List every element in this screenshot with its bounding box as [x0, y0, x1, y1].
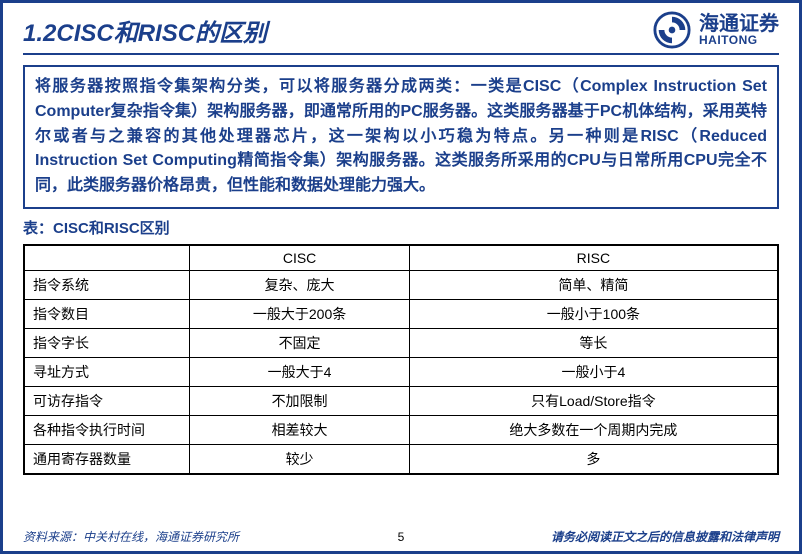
table-header-row: CISC RISC [24, 245, 778, 271]
table-cell: 多 [409, 445, 778, 475]
brand-text: 海通证券 HAITONG [699, 14, 779, 46]
table-row: 各种指令执行时间 相差较大 绝大多数在一个周期内完成 [24, 416, 778, 445]
brand-name-cn: 海通证券 [699, 14, 779, 34]
table-cell: 一般大于4 [190, 358, 409, 387]
table-header-cell [24, 245, 190, 271]
table-cell: 可访存指令 [24, 387, 190, 416]
table-cell: 一般大于200条 [190, 300, 409, 329]
header-divider [23, 53, 779, 55]
table-header-cell: RISC [409, 245, 778, 271]
body-paragraph: 将服务器按照指令集架构分类，可以将服务器分成两类：一类是CISC（Complex… [23, 65, 779, 209]
table-cell: 简单、精简 [409, 271, 778, 300]
table-cell: 寻址方式 [24, 358, 190, 387]
table-cell: 绝大多数在一个周期内完成 [409, 416, 778, 445]
comparison-table: CISC RISC 指令系统 复杂、庞大 简单、精简 指令数目 一般大于200条… [23, 244, 779, 476]
brand-name-en: HAITONG [699, 34, 779, 46]
table-cell: 等长 [409, 329, 778, 358]
haitong-logo-icon [653, 11, 691, 49]
table-caption: 表：CISC和RISC区别 [23, 217, 779, 238]
page-number: 5 [398, 530, 405, 544]
page-title: 1.2CISC和RISC的区别 [23, 13, 267, 48]
table-cell: 一般小于4 [409, 358, 778, 387]
table-cell: 相差较大 [190, 416, 409, 445]
footer: 资料来源：中关村在线，海通证券研究所 5 请务必阅读正文之后的信息披露和法律声明 [23, 528, 779, 545]
table-cell: 一般小于100条 [409, 300, 778, 329]
table-cell: 较少 [190, 445, 409, 475]
table-row: 可访存指令 不加限制 只有Load/Store指令 [24, 387, 778, 416]
table-cell: 各种指令执行时间 [24, 416, 190, 445]
header: 1.2CISC和RISC的区别 海通证券 HAITONG [3, 3, 799, 49]
footer-disclaimer: 请务必阅读正文之后的信息披露和法律声明 [551, 528, 779, 545]
table-cell: 不固定 [190, 329, 409, 358]
table-row: 通用寄存器数量 较少 多 [24, 445, 778, 475]
table-cell: 通用寄存器数量 [24, 445, 190, 475]
footer-source: 资料来源：中关村在线，海通证券研究所 [23, 528, 239, 545]
table-row: 指令字长 不固定 等长 [24, 329, 778, 358]
table-row: 指令数目 一般大于200条 一般小于100条 [24, 300, 778, 329]
brand: 海通证券 HAITONG [653, 11, 779, 49]
table-cell: 指令字长 [24, 329, 190, 358]
table-wrap: CISC RISC 指令系统 复杂、庞大 简单、精简 指令数目 一般大于200条… [23, 244, 779, 476]
table-cell: 复杂、庞大 [190, 271, 409, 300]
table-cell: 不加限制 [190, 387, 409, 416]
table-cell: 指令数目 [24, 300, 190, 329]
slide: 1.2CISC和RISC的区别 海通证券 HAITONG 将服务器按照指令集架构… [0, 0, 802, 554]
table-cell: 只有Load/Store指令 [409, 387, 778, 416]
table-header-cell: CISC [190, 245, 409, 271]
table-cell: 指令系统 [24, 271, 190, 300]
table-row: 指令系统 复杂、庞大 简单、精简 [24, 271, 778, 300]
table-row: 寻址方式 一般大于4 一般小于4 [24, 358, 778, 387]
